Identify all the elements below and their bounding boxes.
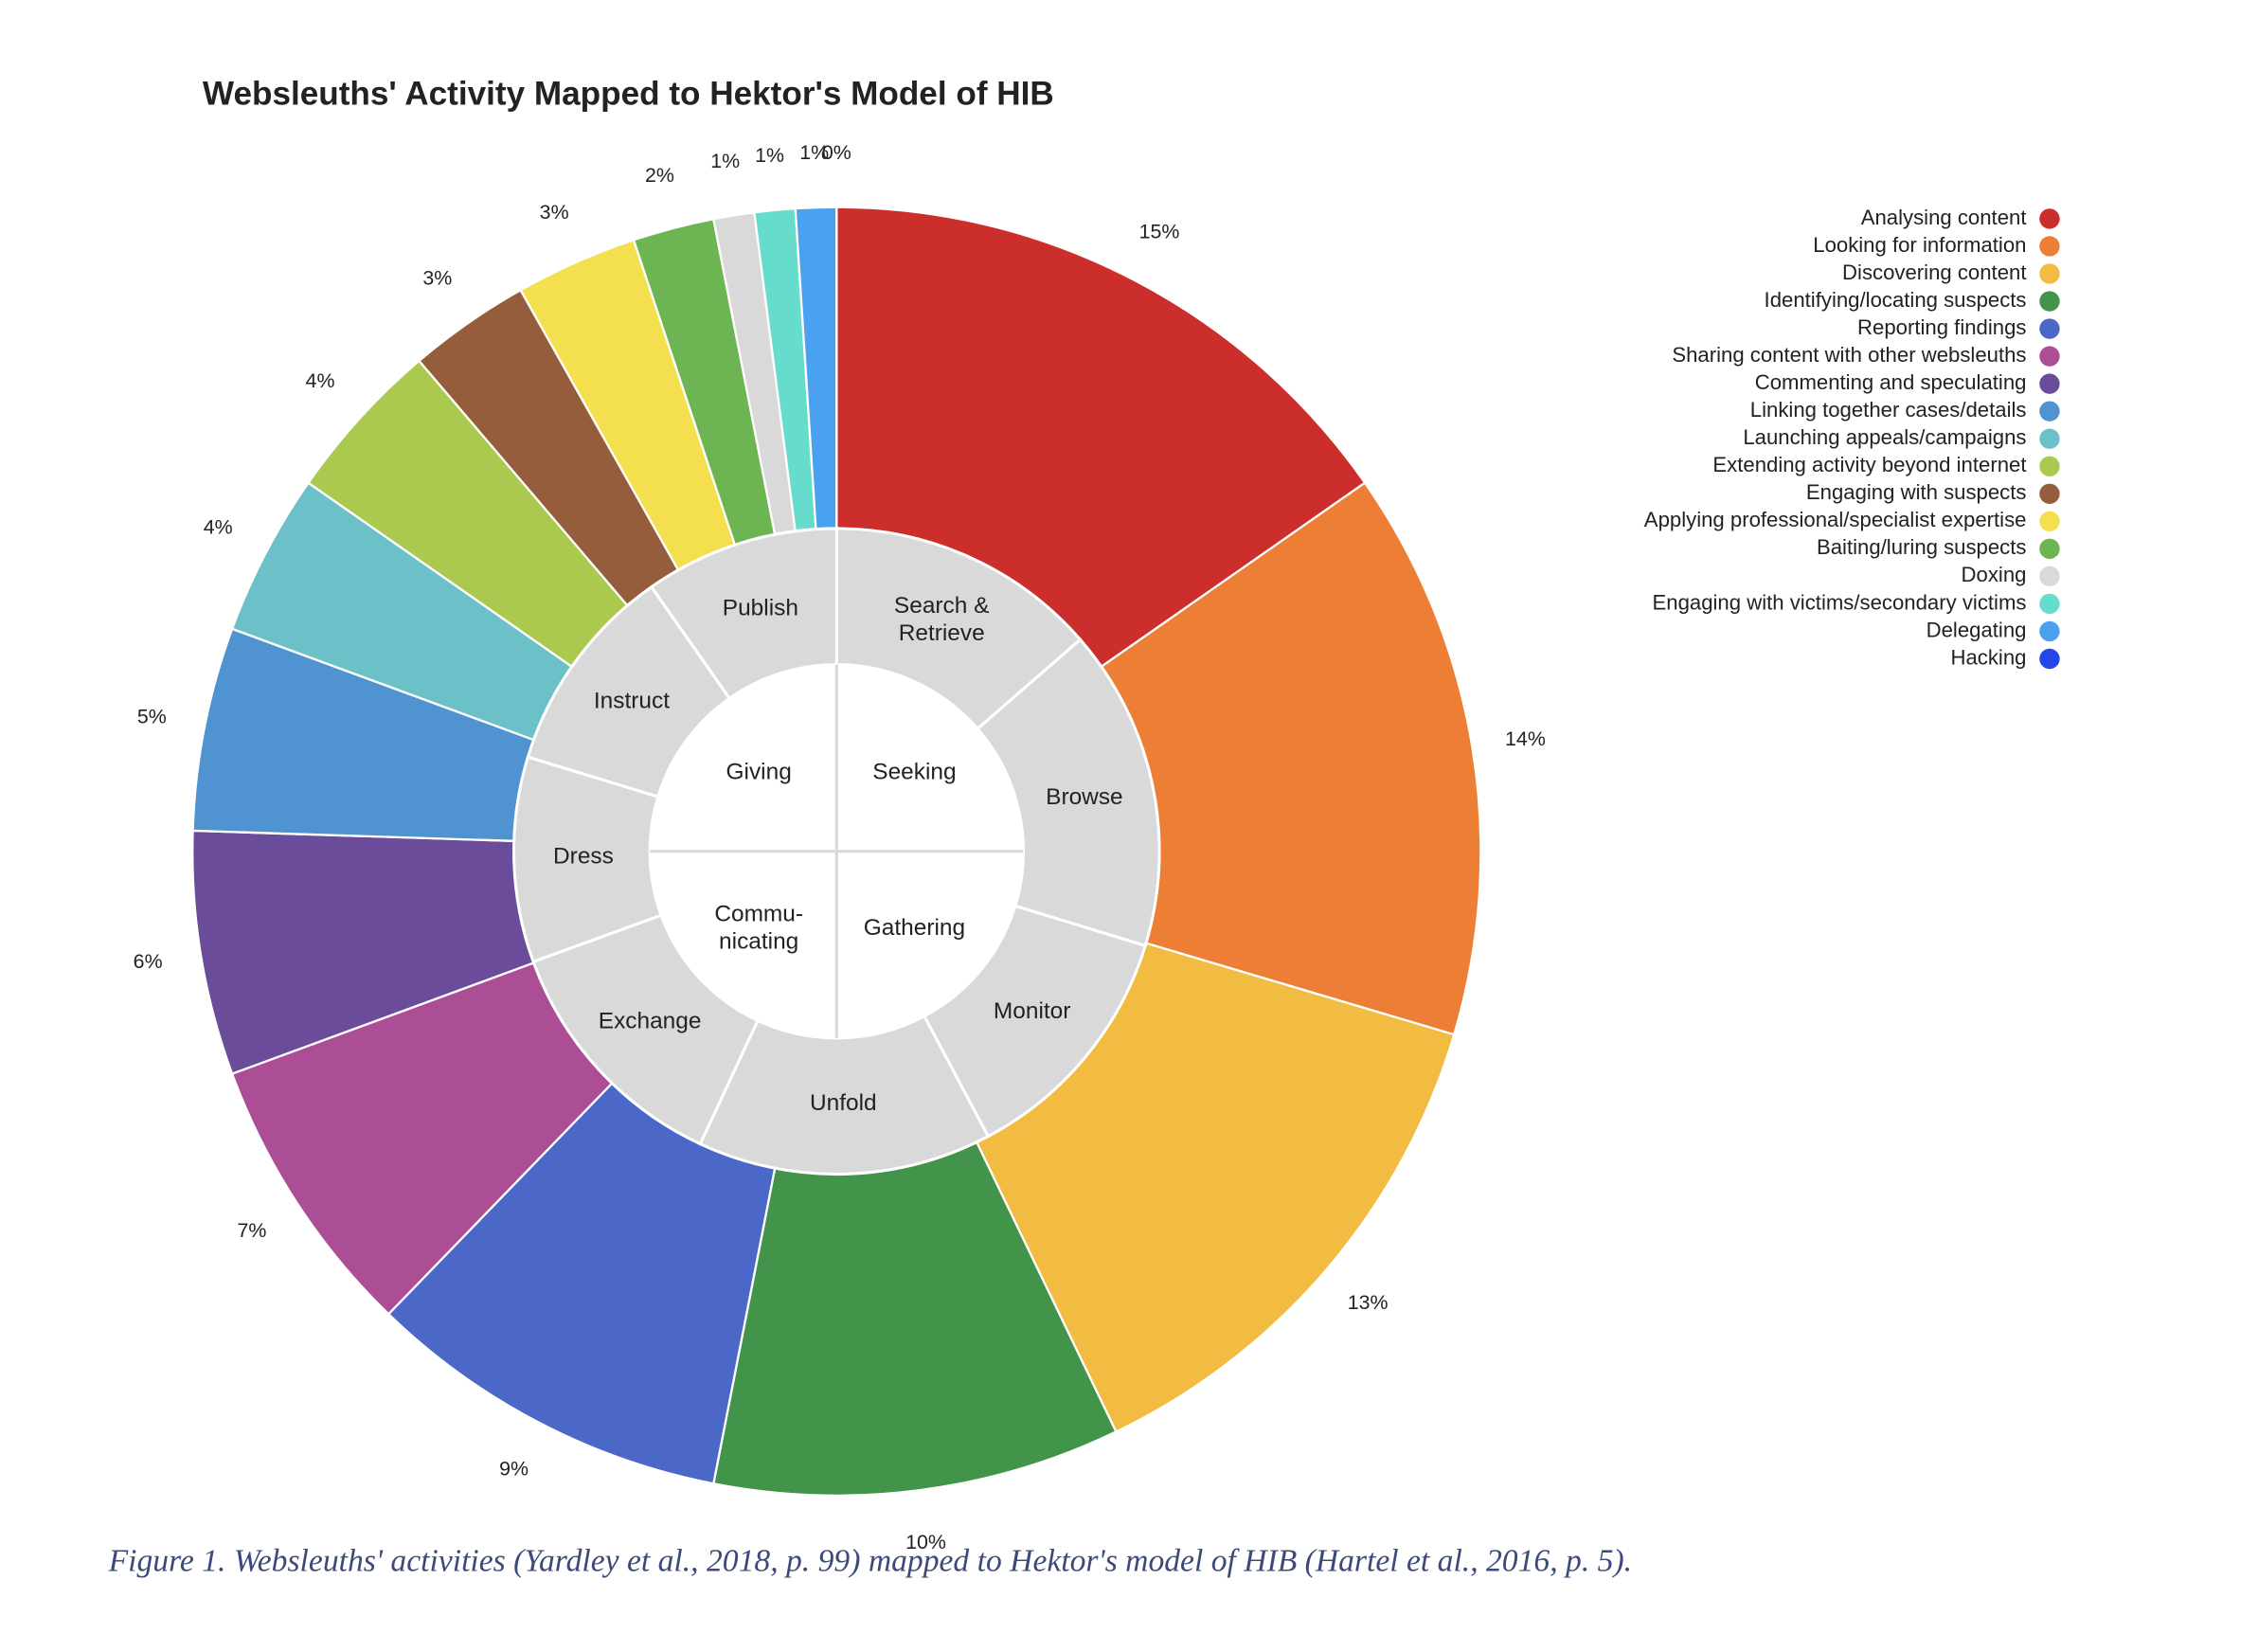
legend-label: Commenting and speculating	[1755, 370, 2027, 394]
legend-swatch	[2039, 263, 2060, 284]
value-label: 7%	[238, 1219, 267, 1242]
inner-ring-label-line: Publish	[723, 596, 798, 621]
center-label-line: nicating	[719, 929, 798, 955]
inner-ring-label-line: Browse	[1046, 785, 1123, 811]
inner-ring-label-line: Monitor	[994, 998, 1071, 1024]
value-label: 10%	[905, 1531, 946, 1553]
inner-ring-label-line: Search &	[894, 593, 990, 619]
value-label: 9%	[499, 1457, 529, 1480]
value-label: 4%	[204, 516, 233, 539]
value-label: 0%	[822, 141, 851, 164]
legend-swatch	[2039, 373, 2060, 394]
value-label: 1%	[799, 141, 829, 164]
legend-label: Discovering content	[1842, 260, 2026, 284]
legend-label: Applying professional/specialist experti…	[1644, 508, 2027, 531]
center-label: Gathering	[864, 915, 965, 941]
legend-swatch	[2039, 428, 2060, 449]
center-label: Giving	[726, 760, 792, 785]
value-label: 3%	[422, 266, 452, 289]
legend-swatch	[2039, 538, 2060, 560]
legend-swatch	[2039, 401, 2060, 422]
inner-ring-label: Monitor	[994, 998, 1071, 1024]
legend-label: Baiting/luring suspects	[1817, 535, 2027, 559]
legend-swatch	[2039, 291, 2060, 312]
center-label: Seeking	[872, 760, 956, 785]
inner-ring-label-line: Exchange	[599, 1009, 702, 1034]
chart-title: Websleuths' Activity Mapped to Hektor's …	[203, 75, 1054, 112]
value-label: 4%	[306, 369, 335, 392]
inner-ring-label-line: Instruct	[594, 689, 670, 714]
value-label: 15%	[1139, 220, 1180, 242]
value-label: 2%	[645, 164, 674, 187]
legend-label: Linking together cases/details	[1750, 398, 2027, 422]
legend-swatch	[2039, 620, 2060, 642]
value-label: 6%	[134, 950, 163, 973]
legend-swatch	[2039, 236, 2060, 257]
center-label-line: Giving	[726, 760, 792, 785]
legend-label: Engaging with victims/secondary victims	[1652, 590, 2026, 614]
inner-ring-label: Search & Retrieve	[894, 593, 990, 646]
value-label: 14%	[1505, 727, 1546, 750]
center-label: Commu-nicating	[714, 902, 803, 955]
legend-label: Doxing	[1962, 563, 2027, 586]
inner-ring-label-line: Unfold	[810, 1091, 877, 1117]
legend-label: Reporting findings	[1857, 315, 2026, 339]
inner-ring-label-line: Dress	[553, 844, 614, 870]
legend-label: Looking for information	[1813, 233, 2026, 257]
legend-label: Analysing content	[1861, 206, 2027, 229]
value-label: 3%	[540, 201, 569, 224]
value-label: 5%	[137, 706, 167, 728]
legend-swatch	[2039, 566, 2060, 587]
inner-ring-label: Instruct	[594, 689, 670, 714]
legend-label: Sharing content with other websleuths	[1672, 343, 2026, 367]
value-label: 13%	[1348, 1291, 1389, 1314]
legend-label: Delegating	[1926, 618, 2027, 641]
inner-ring-label: Browse	[1046, 785, 1123, 811]
legend-label: Hacking	[1950, 645, 2026, 669]
center-label-line: Gathering	[864, 915, 965, 941]
inner-ring-label: Unfold	[810, 1091, 877, 1117]
legend-label: Launching appeals/campaigns	[1743, 425, 2026, 449]
value-label: 1%	[755, 144, 784, 167]
inner-ring-label: Publish	[723, 596, 798, 621]
legend-swatch	[2039, 483, 2060, 504]
legend-swatch	[2039, 346, 2060, 367]
legend-swatch	[2039, 208, 2060, 229]
center-label-line: Commu-	[714, 902, 803, 927]
inner-ring-label-line: Retrieve	[899, 620, 985, 646]
center-label-line: Seeking	[872, 760, 956, 785]
legend-swatch	[2039, 456, 2060, 476]
legend-label: Engaging with suspects	[1806, 480, 2027, 504]
legend-label: Extending activity beyond internet	[1712, 453, 2026, 476]
legend-swatch	[2039, 318, 2060, 339]
legend-label: Identifying/locating suspects	[1765, 288, 2027, 312]
legend-swatch	[2039, 648, 2060, 670]
caption: Figure 1. Websleuths' activities (Yardle…	[108, 1543, 1632, 1578]
value-label: 1%	[710, 150, 740, 172]
inner-ring-label: Dress	[553, 844, 614, 870]
legend-swatch	[2039, 593, 2060, 615]
legend-swatch	[2039, 511, 2060, 532]
inner-ring-label: Exchange	[599, 1009, 702, 1034]
